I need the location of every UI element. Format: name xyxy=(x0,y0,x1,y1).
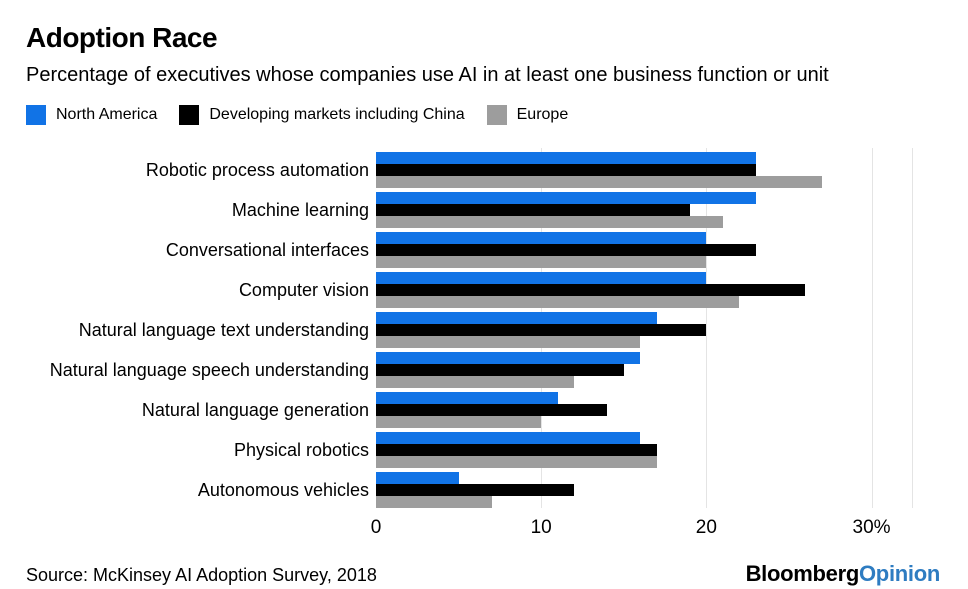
category-row: Computer vision xyxy=(26,272,968,308)
x-axis-tick: 20 xyxy=(695,517,717,538)
legend-item-north-america: North America xyxy=(26,105,157,125)
bar-europe xyxy=(376,176,822,188)
bar-rows: Robotic process automation Machine learni… xyxy=(26,148,968,508)
chart-footer: Source: McKinsey AI Adoption Survey, 201… xyxy=(26,561,940,587)
logo-opinion: Opinion xyxy=(859,561,940,586)
bar-north-america xyxy=(376,392,558,404)
bar-chart: Robotic process automation Machine learni… xyxy=(26,148,968,545)
category-label: Autonomous vehicles xyxy=(197,480,369,500)
bar-group xyxy=(376,192,912,228)
legend-item-developing-markets: Developing markets including China xyxy=(179,105,465,125)
category-label: Machine learning xyxy=(231,200,369,220)
bar-developing-markets-including-china xyxy=(376,164,756,176)
legend-swatch-north-america xyxy=(26,105,46,125)
x-axis-tick: 30% xyxy=(852,517,891,538)
x-axis: 0 10 20 30% xyxy=(371,513,912,545)
bar-europe xyxy=(376,216,723,228)
category-row: Autonomous vehicles xyxy=(26,472,968,508)
legend-label: Developing markets including China xyxy=(209,106,465,123)
bar-group xyxy=(376,472,912,508)
bar-north-america xyxy=(376,272,707,284)
bar-europe xyxy=(376,296,740,308)
bar-group xyxy=(376,352,912,388)
x-axis-tick: 0 xyxy=(370,517,382,538)
bar-north-america xyxy=(376,432,641,444)
chart-legend: North America Developing markets includi… xyxy=(26,104,968,126)
bar-north-america xyxy=(376,312,657,324)
category-row: Natural language text understanding xyxy=(26,312,968,348)
category-row: Physical robotics xyxy=(26,432,968,468)
bar-north-america xyxy=(376,352,641,364)
bar-north-america xyxy=(376,192,756,204)
bar-north-america xyxy=(376,232,707,244)
bloomberg-opinion-logo: BloombergOpinion xyxy=(745,561,941,587)
bar-europe xyxy=(376,256,707,268)
bar-north-america xyxy=(376,152,756,164)
chart-title: Adoption Race xyxy=(26,22,218,53)
category-row: Natural language speech understanding xyxy=(26,352,968,388)
bar-developing-markets-including-china xyxy=(376,484,575,496)
bar-group xyxy=(376,152,912,188)
legend-swatch-europe xyxy=(486,105,507,125)
category-row: Conversational interfaces xyxy=(26,232,968,268)
bar-developing-markets-including-china xyxy=(376,444,657,456)
bar-group xyxy=(376,232,912,268)
x-axis-tick: 10 xyxy=(530,517,552,538)
category-label: Robotic process automation xyxy=(145,160,369,180)
bar-europe xyxy=(376,376,575,388)
bar-group xyxy=(376,432,912,468)
bar-developing-markets-including-china xyxy=(376,324,707,336)
bar-europe xyxy=(376,336,641,348)
legend-label: Europe xyxy=(516,106,569,123)
bar-developing-markets-including-china xyxy=(376,204,690,216)
category-row: Machine learning xyxy=(26,192,968,228)
plot-area: Robotic process automation Machine learni… xyxy=(26,148,968,508)
bar-north-america xyxy=(376,472,459,484)
source-note: Source: McKinsey AI Adoption Survey, 201… xyxy=(26,565,377,585)
category-label: Physical robotics xyxy=(233,440,369,460)
bar-developing-markets-including-china xyxy=(376,364,624,376)
category-label: Natural language speech understanding xyxy=(49,360,369,380)
bar-group xyxy=(376,312,912,348)
legend-swatch-developing-markets xyxy=(179,105,200,125)
gridline xyxy=(912,148,913,508)
bar-developing-markets-including-china xyxy=(376,404,608,416)
bar-europe xyxy=(376,456,657,468)
legend-label: North America xyxy=(56,106,158,123)
category-row: Natural language generation xyxy=(26,392,968,428)
chart-subtitle: Percentage of executives whose companies… xyxy=(26,64,829,86)
category-label: Natural language generation xyxy=(141,400,369,420)
bar-europe xyxy=(376,416,542,428)
gridline xyxy=(871,148,873,508)
gridline xyxy=(706,148,708,508)
category-row: Robotic process automation xyxy=(26,152,968,188)
category-label: Computer vision xyxy=(238,280,369,300)
bar-group xyxy=(376,392,912,428)
bar-europe xyxy=(376,496,492,508)
bar-group xyxy=(376,272,912,308)
category-label: Conversational interfaces xyxy=(165,240,369,260)
bar-developing-markets-including-china xyxy=(376,284,806,296)
bar-developing-markets-including-china xyxy=(376,244,756,256)
legend-item-europe: Europe xyxy=(486,105,569,125)
logo-bloomberg: Bloomberg xyxy=(745,561,860,586)
category-label: Natural language text understanding xyxy=(78,320,369,340)
